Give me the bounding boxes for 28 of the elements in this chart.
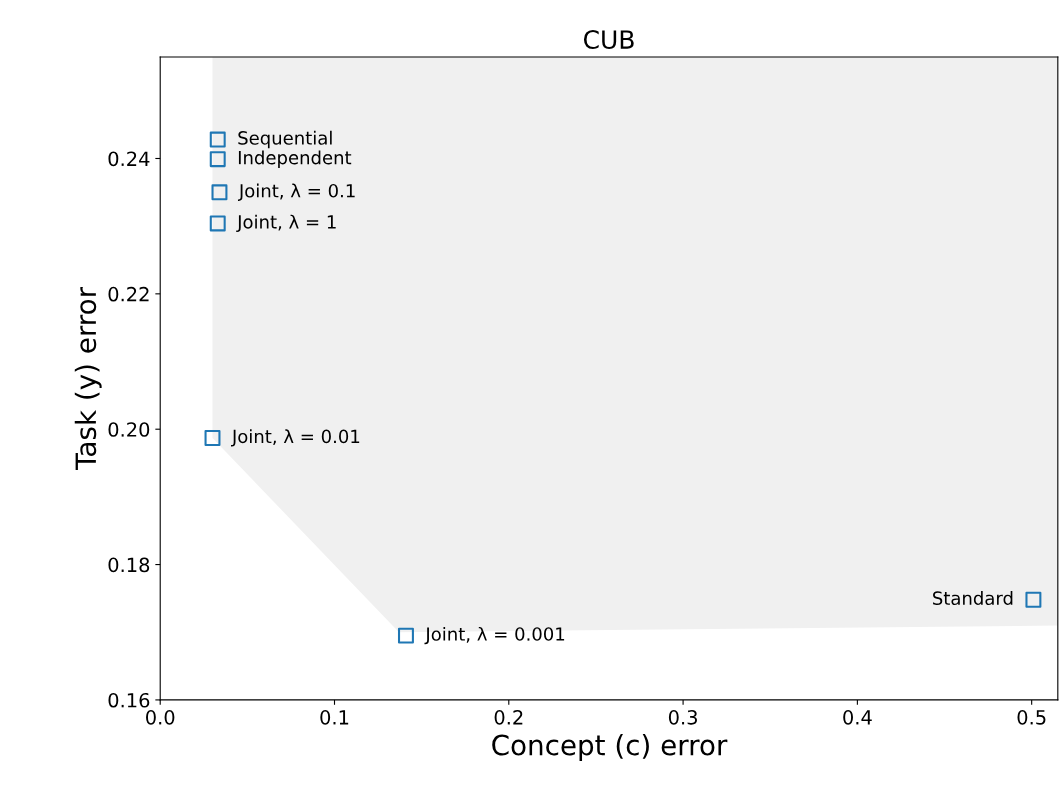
- point: [397, 627, 414, 644]
- point: [204, 430, 221, 446]
- x-tick-label: 0.2: [494, 709, 523, 725]
- y-axis-title: Task (y) error: [74, 286, 102, 471]
- annotation: Standard: [933, 591, 1013, 605]
- annotation: Sequential: [238, 130, 332, 149]
- annotation: Joint, λ = 1: [236, 214, 336, 233]
- point: [209, 151, 226, 168]
- point: [211, 184, 228, 201]
- chart-title: CUB: [583, 30, 634, 49]
- x-tick-label: 0.0: [146, 709, 175, 725]
- x-tick-label: 0.5: [1017, 709, 1046, 725]
- point: [1025, 591, 1042, 608]
- y-tick-label: 0.22: [108, 286, 149, 302]
- annotation: Joint, λ = 0.01: [231, 429, 360, 447]
- x-tick-label: 0.1: [320, 709, 349, 725]
- x-tick-label: 0.4: [843, 709, 872, 725]
- annotation: Joint, λ = 0.001: [424, 626, 565, 645]
- point: [209, 215, 226, 232]
- y-tick-label: 0.20: [108, 422, 150, 437]
- annotation: Joint, λ = 0.1: [237, 183, 355, 201]
- y-tick-label: 0.18: [108, 557, 150, 573]
- y-tick-label: 0.16: [108, 692, 150, 708]
- y-tick-label: 0.24: [108, 151, 150, 167]
- point: [209, 131, 226, 148]
- x-tick-label: 0.3: [668, 709, 697, 725]
- x-axis-title: Concept (c) error: [492, 734, 728, 761]
- annotation: Independent: [238, 150, 352, 168]
